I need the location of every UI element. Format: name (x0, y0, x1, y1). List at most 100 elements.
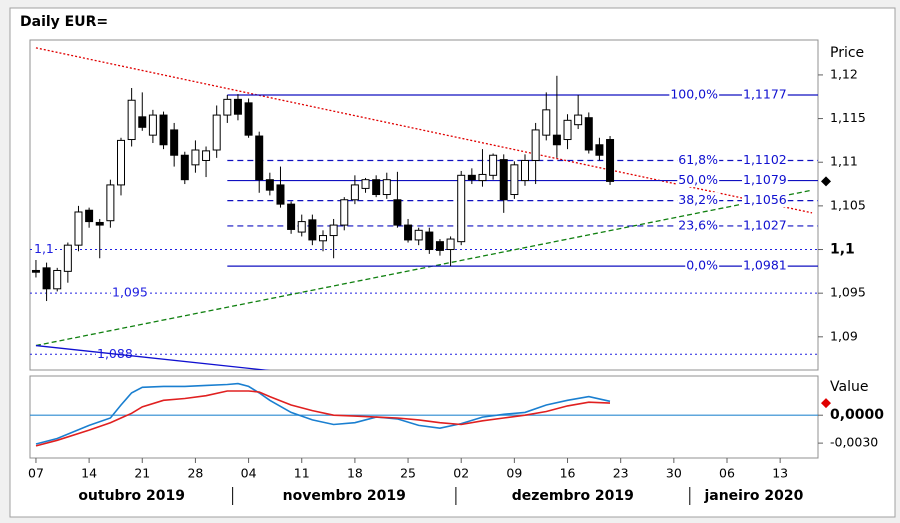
candle-body (287, 203, 296, 230)
y-tick-label: 1,095 (830, 285, 866, 300)
candle-body (212, 114, 221, 151)
candle-body (233, 98, 242, 115)
price-plot: 1,1 1,095 1,088 100,0% 1,1177 61,8% 1,1102 50,0… (30, 47, 818, 370)
candle-body (340, 199, 349, 226)
y-tick-label: 1,11 (830, 154, 858, 169)
x-tick-label: 11 (294, 466, 310, 481)
fib-value-label: 1,1056 (743, 192, 787, 207)
x-tick-label: 02 (453, 466, 469, 481)
candle-body (457, 174, 466, 243)
month-label: janeiro 2020 (703, 488, 803, 504)
label-bg (742, 86, 788, 102)
label-bg (685, 257, 720, 273)
chart-title: Daily EUR= (20, 14, 108, 30)
trendline (35, 189, 813, 347)
indicator-plot (30, 382, 818, 447)
last-value-marker (821, 398, 831, 409)
label-bg (677, 172, 720, 188)
fib-pct-label: 50,0% (678, 172, 718, 187)
indicator-panel (29, 375, 819, 459)
label-bg (742, 217, 788, 233)
candle-body (329, 224, 338, 237)
candle-body (393, 199, 402, 226)
candle-body (170, 129, 179, 156)
candle-body (31, 269, 40, 273)
candle-body (574, 114, 583, 126)
fib-pct-label: 38,2% (678, 192, 718, 207)
x-tick-label: 14 (81, 466, 97, 481)
x-tick-label: 25 (400, 466, 416, 481)
x-tick-label: 06 (719, 466, 735, 481)
y-tick-label: 1,09 (830, 328, 858, 343)
candle-body (499, 159, 508, 201)
candle-body (319, 235, 328, 242)
indicator-line (35, 382, 611, 445)
candle-body (446, 238, 455, 251)
x-tick-label: 09 (506, 466, 522, 481)
candle-body (297, 221, 306, 233)
candle-body (63, 244, 72, 272)
x-tick-label: 07 (28, 466, 44, 481)
candle-body (106, 184, 115, 222)
label-bg (96, 345, 134, 361)
trendline (35, 344, 271, 370)
candle-body (53, 269, 62, 290)
label-bg (677, 192, 720, 208)
candle-body (42, 267, 51, 290)
label-bg (33, 241, 55, 257)
reference-label: 1,1 (34, 241, 54, 256)
y-tick-label: 0,0000 (830, 407, 884, 423)
label-bg (677, 151, 720, 167)
candle-body (425, 231, 434, 251)
y-tick-label: 1,1 (830, 242, 855, 258)
candle-body (467, 174, 476, 181)
candle-body (191, 149, 200, 166)
x-tick-label: 28 (187, 466, 203, 481)
candle-body (95, 221, 104, 226)
x-tick-label: 04 (241, 466, 257, 481)
y-axis-title: Value (830, 379, 868, 395)
reference-label: 1,088 (97, 346, 133, 361)
last-price-marker (821, 176, 831, 187)
y-axis-title: Price (830, 45, 864, 61)
fib-pct-label: 61,8% (678, 152, 718, 167)
fib-value-label: 1,1079 (743, 172, 787, 187)
candle-body (595, 144, 604, 156)
candle-body (202, 150, 211, 161)
candle-body (223, 98, 232, 116)
x-tick-label: 23 (613, 466, 629, 481)
fib-pct-label: 23,6% (678, 217, 718, 232)
candle-body (520, 159, 529, 182)
label-bg (742, 192, 788, 208)
candle-body (127, 99, 136, 141)
candle-body (148, 114, 157, 136)
candle-body (276, 184, 285, 205)
month-label: dezembro 2019 (512, 488, 634, 504)
candle-body (74, 211, 83, 246)
candle-body (350, 184, 359, 201)
candle-body (404, 224, 413, 241)
label-bg (111, 284, 149, 300)
indicator-line (35, 390, 611, 447)
candle-body (435, 241, 444, 251)
candle-body (85, 209, 94, 223)
label-bg (742, 151, 788, 167)
candle-body (159, 114, 168, 146)
y-tick-label: 1,12 (830, 66, 858, 81)
candle-body (244, 102, 253, 136)
x-tick-label: 30 (666, 466, 682, 481)
candle-body (489, 154, 498, 176)
x-tick-label: 21 (134, 466, 150, 481)
y-tick-label: 1,105 (830, 197, 866, 212)
x-tick-label: 18 (347, 466, 363, 481)
candle-body (542, 109, 551, 136)
candle-body (414, 229, 423, 241)
candle-body (138, 116, 147, 128)
fib-value-label: 1,1177 (743, 87, 787, 102)
month-label: outubro 2019 (78, 488, 185, 504)
fib-value-label: 1,1102 (743, 152, 787, 167)
x-tick-label: 13 (772, 466, 788, 481)
fib-pct-label: 100,0% (670, 87, 718, 102)
candle-body (552, 134, 561, 146)
